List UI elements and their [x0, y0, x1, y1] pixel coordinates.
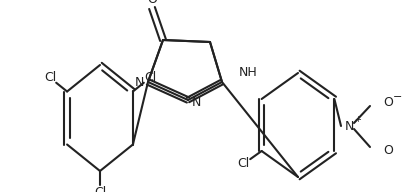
Text: N: N: [344, 119, 354, 132]
Text: Cl: Cl: [144, 71, 156, 84]
Text: N: N: [192, 95, 201, 108]
Text: Cl: Cl: [238, 157, 250, 170]
Text: NH: NH: [239, 66, 257, 79]
Text: O: O: [147, 0, 157, 6]
Text: −: −: [393, 92, 402, 102]
Text: O: O: [383, 143, 393, 156]
Text: Cl: Cl: [44, 71, 56, 84]
Text: +: +: [354, 114, 361, 123]
Text: Cl: Cl: [94, 186, 106, 192]
Text: N: N: [135, 75, 144, 89]
Text: O: O: [383, 97, 393, 109]
